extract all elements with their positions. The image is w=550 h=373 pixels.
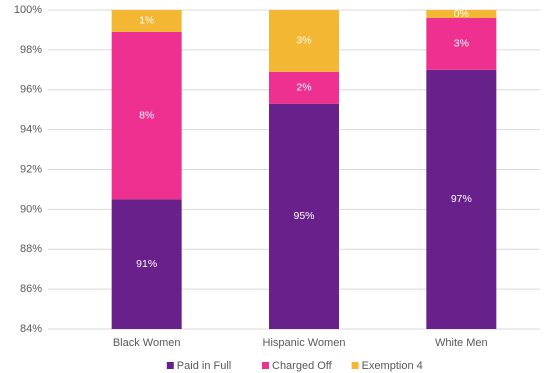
bar-segment	[269, 10, 339, 72]
legend-label: Charged Off	[272, 360, 333, 372]
legend-swatch	[166, 362, 174, 369]
value-label: 3%	[454, 38, 469, 50]
value-label: 2%	[296, 82, 311, 94]
y-tick-label: 86%	[20, 283, 42, 295]
legend-label: Exemption 4	[362, 360, 423, 372]
bar-segment	[269, 103, 339, 329]
value-label: 97%	[451, 193, 472, 205]
x-tick-label: Hispanic Women	[263, 337, 346, 349]
bar-segment	[426, 17, 497, 70]
value-label: 91%	[136, 258, 157, 270]
legend: Paid in Full Charged Off Exemption 4	[166, 360, 423, 372]
y-tick-label: 100%	[14, 4, 42, 16]
value-label: 3%	[296, 35, 311, 47]
bar-segment	[111, 31, 182, 200]
y-tick-label: 90%	[20, 203, 42, 215]
value-label: 95%	[293, 210, 314, 222]
y-tick-label: 94%	[20, 124, 42, 136]
y-tick-label: 84%	[20, 323, 42, 335]
y-tick-label: 88%	[20, 243, 42, 255]
bar-segment	[269, 71, 339, 104]
y-tick-label: 98%	[20, 44, 42, 56]
y-tick-label: 96%	[20, 84, 42, 96]
x-tick-label: Black Women	[113, 337, 181, 349]
legend-swatch	[262, 362, 269, 369]
bar-segment	[111, 10, 182, 32]
legend-swatch	[351, 362, 359, 369]
x-tick-label: White Men	[435, 337, 488, 349]
y-tick-label: 92%	[20, 163, 42, 175]
bar-segment	[426, 10, 497, 18]
legend-label: Paid in Full	[177, 360, 231, 372]
bar-segment	[426, 69, 497, 329]
value-label: 0%	[454, 8, 469, 20]
bar-segment	[111, 199, 182, 329]
value-label: 8%	[139, 109, 154, 121]
value-label: 1%	[139, 15, 154, 27]
